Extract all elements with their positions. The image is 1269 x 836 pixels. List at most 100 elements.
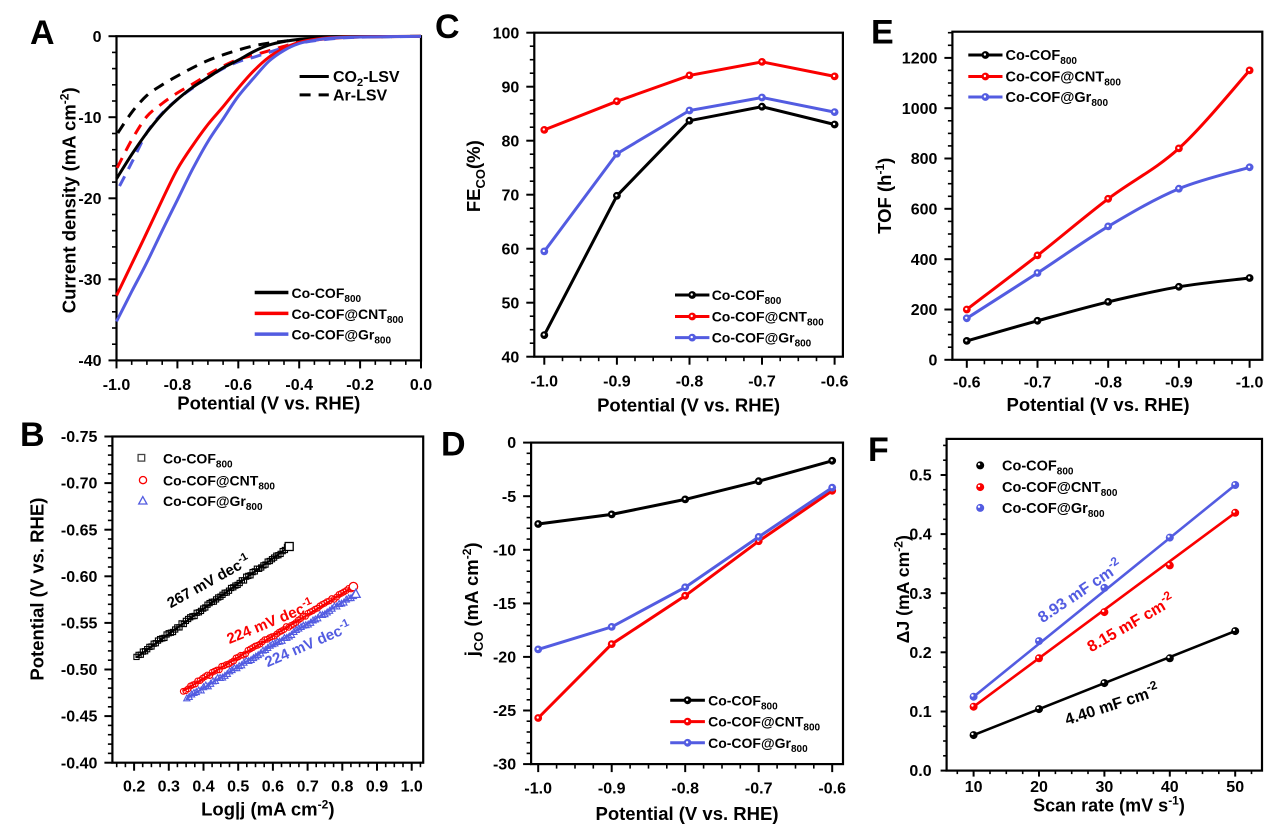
svg-text:0: 0	[507, 435, 516, 452]
svg-text:-0.40: -0.40	[61, 755, 98, 772]
svg-text:50: 50	[1226, 779, 1244, 796]
svg-text:-25: -25	[493, 703, 516, 720]
svg-text:90: 90	[502, 79, 520, 96]
svg-text:-0.55: -0.55	[61, 616, 98, 633]
svg-text:-0.6: -0.6	[225, 377, 253, 394]
svg-text:600: 600	[911, 201, 938, 218]
svg-text:D: D	[441, 426, 466, 464]
svg-text:Co-COF800: Co-COF800	[712, 287, 782, 307]
svg-text:-0.45: -0.45	[61, 709, 98, 726]
svg-text:-1.0: -1.0	[524, 781, 552, 798]
svg-text:Potential (V vs. RHE): Potential (V vs. RHE)	[597, 395, 780, 416]
svg-text:Scan rate (mV s-1): Scan rate (mV s-1)	[1033, 794, 1185, 816]
svg-text:0.2: 0.2	[909, 645, 931, 662]
svg-text:-0.4: -0.4	[285, 377, 313, 394]
svg-text:Co-COF@Gr800: Co-COF@Gr800	[163, 493, 263, 513]
svg-text:10: 10	[965, 779, 983, 796]
svg-text:Co-COF@Gr800: Co-COF@Gr800	[292, 327, 392, 347]
svg-text:Co-COF@CNT800: Co-COF@CNT800	[708, 714, 820, 734]
svg-text:0.4: 0.4	[192, 778, 214, 795]
svg-text:-0.7: -0.7	[748, 373, 776, 390]
svg-text:50: 50	[502, 295, 520, 312]
svg-text:Co-COF@CNT800: Co-COF@CNT800	[163, 473, 275, 493]
svg-text:40: 40	[1161, 779, 1179, 796]
svg-text:800: 800	[911, 151, 938, 168]
svg-text:CO2-LSV: CO2-LSV	[333, 69, 400, 89]
svg-text:400: 400	[911, 252, 938, 269]
svg-text:Co-COF800: Co-COF800	[1006, 48, 1078, 67]
svg-text:-0.9: -0.9	[598, 781, 626, 798]
svg-text:30: 30	[1096, 779, 1114, 796]
svg-text:-0.6: -0.6	[821, 373, 849, 390]
svg-text:200: 200	[911, 302, 938, 319]
svg-text:-1.0: -1.0	[531, 373, 559, 390]
svg-text:Potential (V vs. RHE): Potential (V vs. RHE)	[177, 392, 360, 413]
svg-text:-0.8: -0.8	[164, 377, 192, 394]
svg-text:-5: -5	[502, 489, 516, 506]
svg-text:-0.2: -0.2	[346, 377, 374, 394]
svg-text:0.0: 0.0	[909, 763, 931, 780]
svg-text:1000: 1000	[902, 101, 938, 118]
svg-text:FECO(%): FECO(%)	[463, 140, 488, 212]
svg-text:-40: -40	[78, 353, 101, 370]
svg-text:B: B	[20, 416, 45, 454]
svg-text:-30: -30	[493, 757, 516, 774]
svg-text:TOF (h-1): TOF (h-1)	[873, 158, 895, 234]
svg-text:-0.6: -0.6	[953, 374, 981, 391]
svg-text:-1.0: -1.0	[1236, 374, 1264, 391]
svg-text:40: 40	[502, 349, 520, 366]
svg-text:-0.6: -0.6	[818, 781, 846, 798]
svg-text:Co-COF@Gr800: Co-COF@Gr800	[1006, 90, 1109, 109]
svg-text:-0.8: -0.8	[676, 373, 704, 390]
svg-text:-0.8: -0.8	[671, 781, 699, 798]
svg-text:0: 0	[928, 352, 937, 369]
svg-text:1200: 1200	[902, 51, 938, 68]
svg-text:0.5: 0.5	[909, 468, 931, 485]
svg-text:Co-COF@CNT800: Co-COF@CNT800	[292, 306, 404, 326]
svg-text:-0.60: -0.60	[61, 569, 98, 586]
svg-text:1.0: 1.0	[401, 778, 423, 795]
svg-text:0.9: 0.9	[366, 778, 388, 795]
svg-text:-0.70: -0.70	[61, 476, 98, 493]
svg-text:Potential (V vs. RHE): Potential (V vs. RHE)	[596, 803, 779, 824]
svg-text:-20: -20	[78, 191, 101, 208]
svg-text:F: F	[868, 431, 889, 469]
svg-text:-0.7: -0.7	[745, 781, 773, 798]
svg-text:Co-COF@Gr800: Co-COF@Gr800	[1002, 501, 1105, 520]
svg-text:0.0: 0.0	[410, 377, 432, 394]
svg-text:-15: -15	[493, 596, 516, 613]
svg-text:100: 100	[493, 25, 520, 42]
svg-text:0.7: 0.7	[296, 778, 318, 795]
svg-text:Co-COF800: Co-COF800	[163, 450, 233, 470]
svg-text:-0.65: -0.65	[61, 522, 98, 539]
svg-text:Co-COF800: Co-COF800	[1002, 458, 1074, 477]
svg-text:70: 70	[502, 187, 520, 204]
svg-text:-1.0: -1.0	[103, 377, 131, 394]
svg-text:-10: -10	[78, 110, 101, 127]
svg-text:0: 0	[93, 29, 102, 46]
svg-text:-0.75: -0.75	[61, 429, 98, 446]
svg-text:-10: -10	[493, 542, 516, 559]
svg-text:0.3: 0.3	[909, 586, 931, 603]
svg-text:60: 60	[502, 241, 520, 258]
svg-text:Co-COF@Gr800: Co-COF@Gr800	[712, 330, 812, 350]
svg-text:C: C	[435, 8, 460, 46]
svg-text:20: 20	[1030, 779, 1048, 796]
svg-text:0.4: 0.4	[909, 527, 931, 544]
svg-text:Ar-LSV: Ar-LSV	[333, 87, 388, 104]
svg-text:-30: -30	[78, 272, 101, 289]
svg-text:0.5: 0.5	[227, 778, 249, 795]
svg-text:ΔJ (mA cm-2): ΔJ (mA cm-2)	[891, 535, 913, 643]
svg-text:Co-COF@CNT800: Co-COF@CNT800	[712, 309, 824, 329]
svg-text:-0.50: -0.50	[61, 662, 98, 679]
svg-text:Co-COF800: Co-COF800	[708, 692, 778, 712]
svg-text:Potential (V vs. RHE): Potential (V vs. RHE)	[27, 498, 48, 681]
svg-text:-0.8: -0.8	[1094, 374, 1122, 391]
svg-text:-0.7: -0.7	[1024, 374, 1052, 391]
svg-text:-0.9: -0.9	[603, 373, 631, 390]
svg-text:0.2: 0.2	[123, 778, 145, 795]
svg-text:0.3: 0.3	[158, 778, 180, 795]
svg-text:-0.9: -0.9	[1165, 374, 1193, 391]
svg-text:E: E	[871, 14, 894, 52]
svg-text:Co-COF@CNT800: Co-COF@CNT800	[1006, 70, 1122, 89]
